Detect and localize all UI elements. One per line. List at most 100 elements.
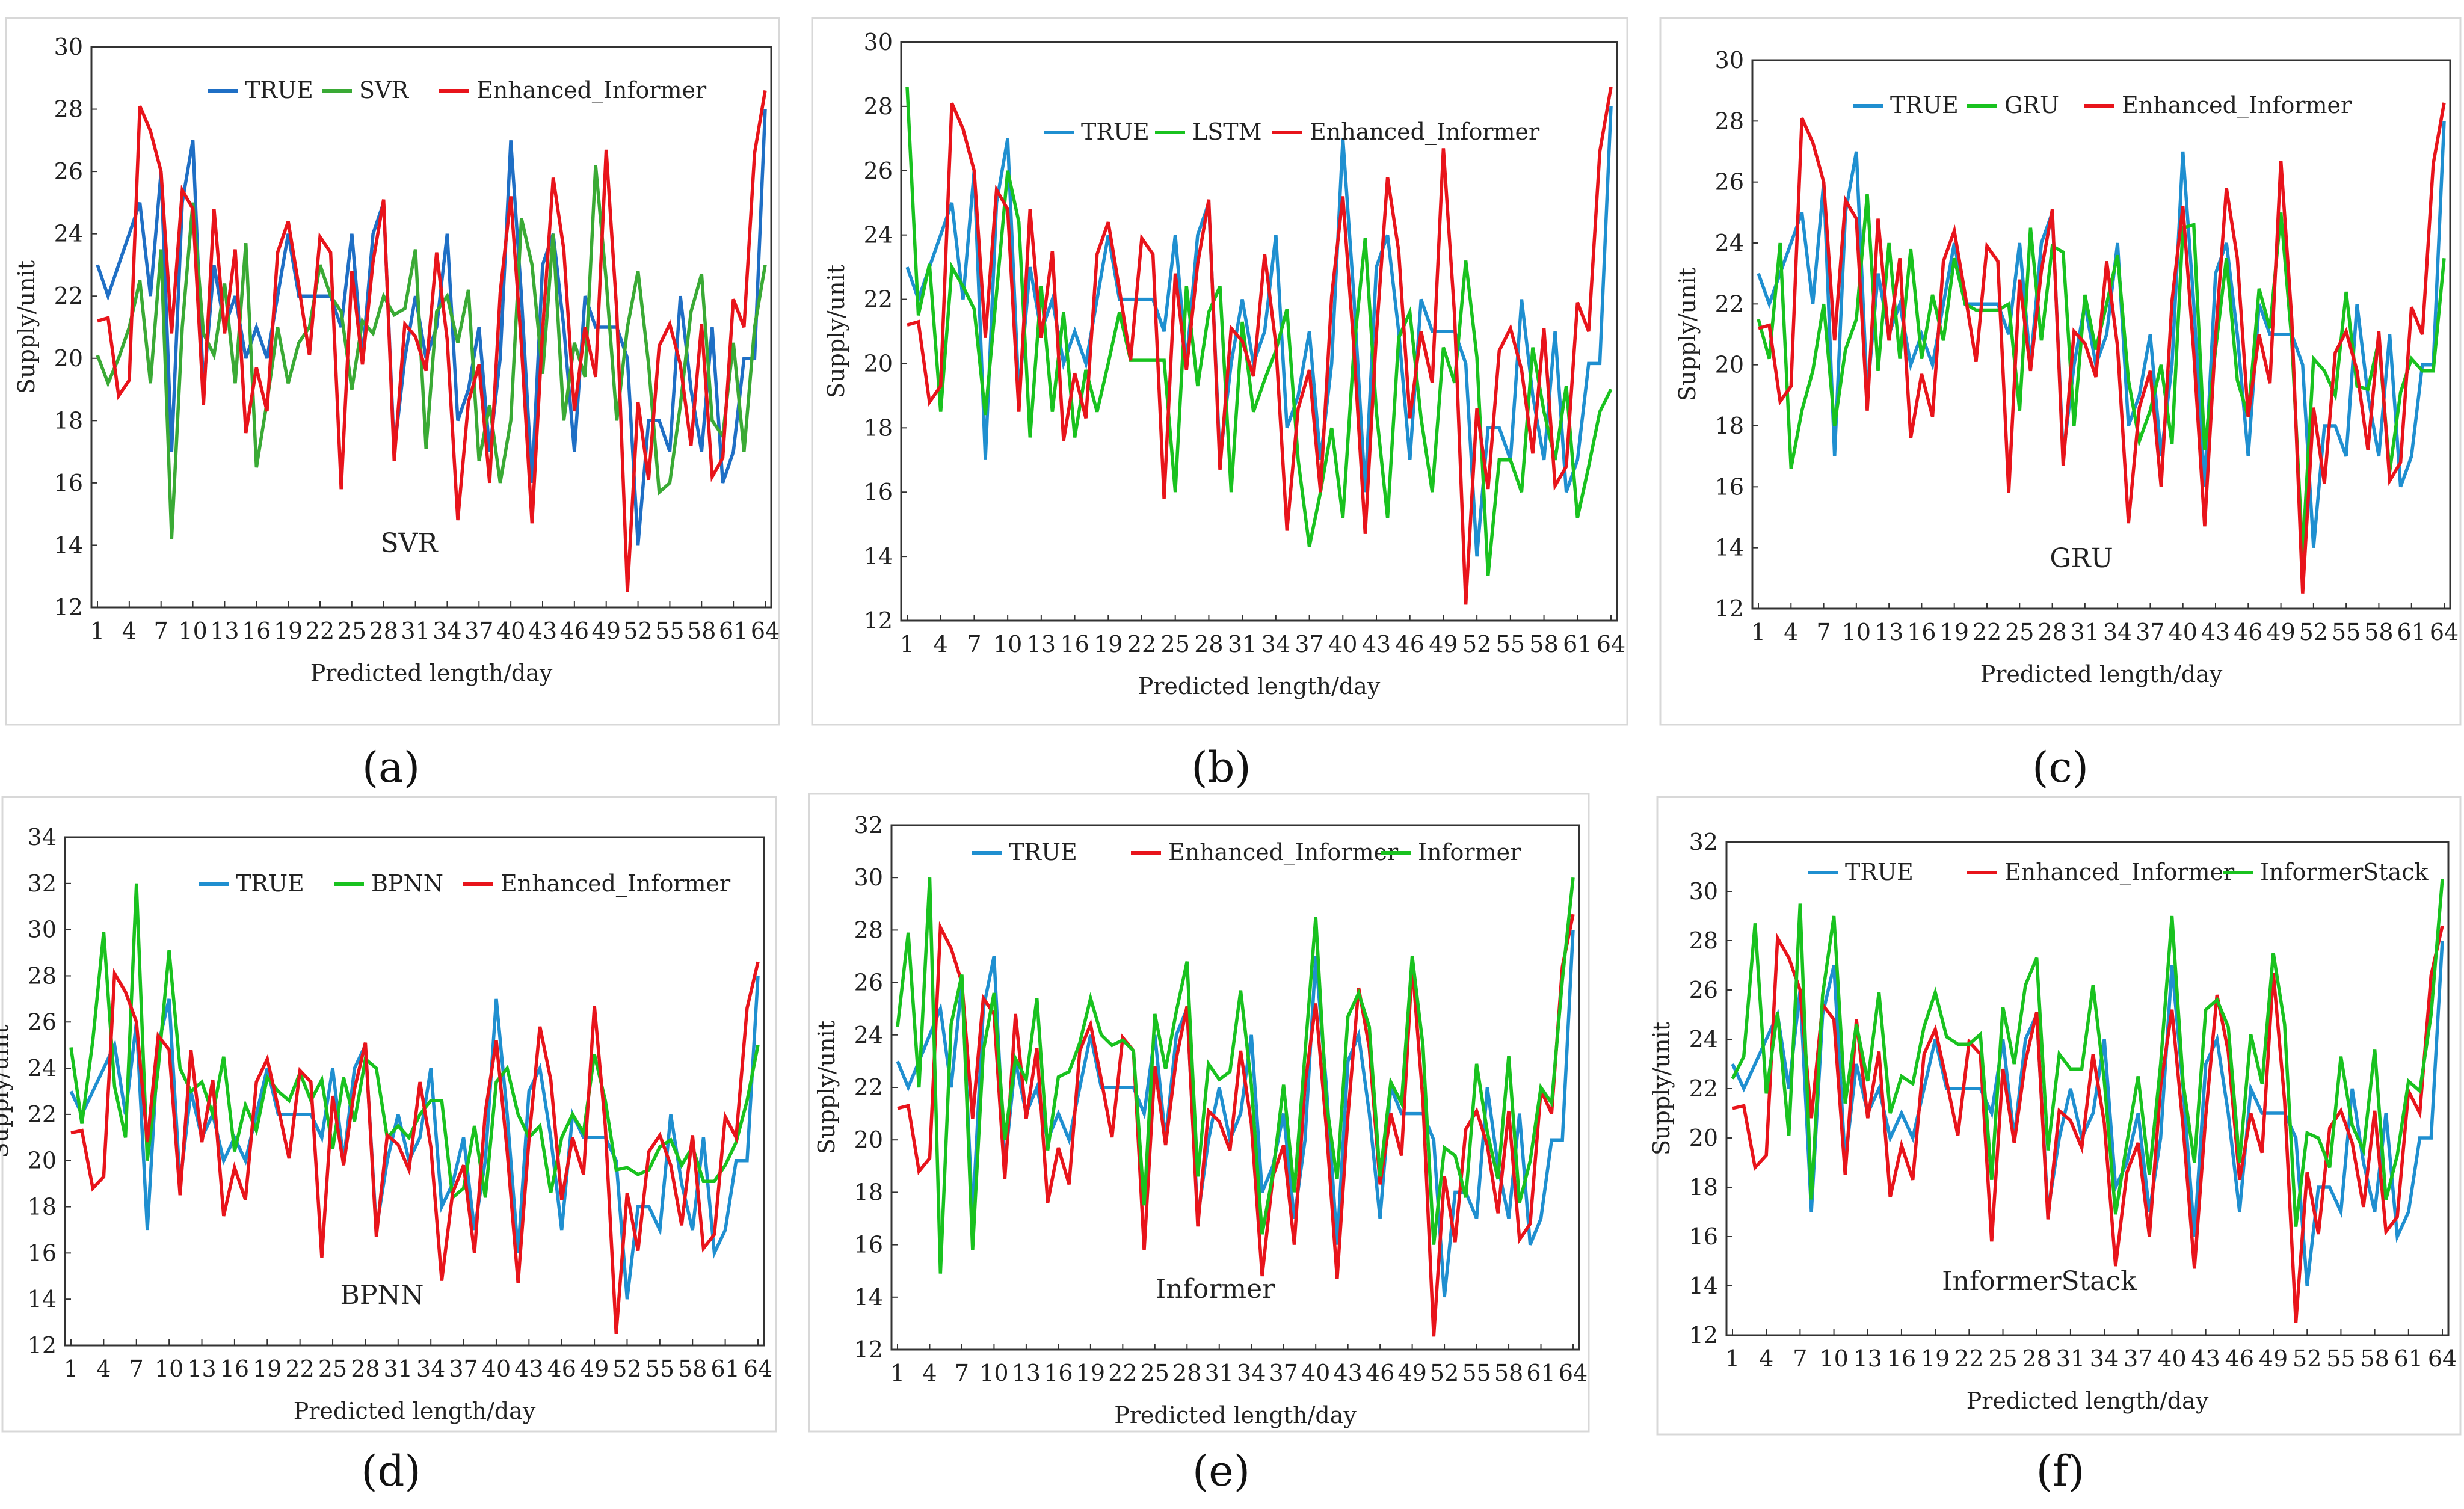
x-axis-label: Predicted length/day — [1138, 673, 1381, 699]
x-tick-label: 28 — [2037, 619, 2066, 645]
chart-annotation: BPNN — [340, 1280, 424, 1311]
x-tick-label: 52 — [612, 1356, 641, 1382]
legend-label: SVR — [359, 77, 409, 103]
x-tick-label: 43 — [1333, 1360, 1362, 1386]
legend-label: Enhanced_Informer — [476, 77, 707, 104]
panel-frame-c — [1659, 17, 2462, 726]
x-tick-label: 37 — [2136, 619, 2164, 645]
x-tick-label: 13 — [1874, 619, 1903, 645]
x-tick-label: 25 — [1141, 1360, 1169, 1386]
panel-label-d: (d) — [361, 1446, 420, 1496]
x-tick-label: 7 — [955, 1360, 969, 1386]
y-tick-label: 16 — [28, 1240, 57, 1266]
x-tick-label: 46 — [2225, 1345, 2254, 1372]
y-tick-label: 18 — [28, 1194, 57, 1220]
x-tick-label: 4 — [96, 1356, 111, 1382]
x-tick-label: 37 — [449, 1356, 478, 1382]
x-tick-label: 1 — [900, 631, 914, 657]
y-tick-label: 24 — [1715, 230, 1744, 256]
x-tick-label: 22 — [285, 1356, 314, 1382]
panel-frame-a — [5, 17, 780, 726]
y-tick-label: 16 — [1715, 473, 1744, 500]
x-tick-label: 1 — [890, 1360, 905, 1386]
x-tick-label: 34 — [1237, 1360, 1266, 1386]
x-tick-label: 43 — [1362, 631, 1391, 657]
legend-label: Informer — [1418, 839, 1521, 865]
x-tick-label: 55 — [645, 1356, 674, 1382]
x-tick-label: 52 — [2299, 619, 2328, 645]
y-tick-label: 22 — [28, 1101, 57, 1128]
x-tick-label: 1 — [1751, 619, 1766, 645]
x-axis-label: Predicted length/day — [294, 1398, 536, 1424]
x-tick-label: 64 — [744, 1356, 772, 1382]
series-line-gru — [1757, 194, 2446, 554]
y-tick-label: 22 — [1715, 290, 1744, 317]
x-tick-label: 19 — [274, 618, 303, 644]
x-tick-label: 25 — [318, 1356, 347, 1382]
y-tick-label: 26 — [854, 970, 883, 996]
y-tick-label: 34 — [28, 824, 57, 850]
y-tick-label: 20 — [854, 1126, 883, 1153]
x-tick-label: 58 — [2360, 1345, 2389, 1372]
legend-label: InformerStack — [2260, 859, 2429, 885]
y-axis-label: Supply/unit — [1648, 1022, 1675, 1155]
series-line-enhanced-informer — [70, 961, 760, 1335]
panel-frame-f — [1656, 796, 2462, 1436]
y-tick-label: 30 — [28, 917, 57, 943]
x-tick-label: 43 — [528, 618, 557, 644]
y-tick-label: 12 — [854, 1336, 883, 1363]
chart-annotation: SVR — [380, 528, 439, 559]
y-tick-label: 14 — [854, 1284, 883, 1311]
y-tick-label: 22 — [1689, 1075, 1718, 1102]
y-tick-label: 24 — [1689, 1026, 1718, 1053]
x-tick-label: 64 — [2430, 619, 2459, 645]
y-tick-label: 30 — [1715, 47, 1744, 73]
y-tick-label: 30 — [864, 29, 893, 55]
x-tick-label: 31 — [2056, 1345, 2085, 1372]
x-tick-label: 19 — [253, 1356, 282, 1382]
y-axis-label: Supply/unit — [823, 265, 849, 398]
y-tick-label: 18 — [1715, 413, 1744, 439]
x-tick-label: 46 — [560, 618, 589, 644]
legend-label: Enhanced_Informer — [1310, 118, 1540, 146]
x-tick-label: 16 — [1887, 1345, 1916, 1372]
series-line-enhanced-informer — [1758, 102, 2446, 594]
x-tick-label: 22 — [1973, 619, 2001, 645]
x-tick-label: 7 — [154, 618, 168, 644]
y-tick-label: 30 — [1689, 878, 1718, 905]
y-tick-label: 32 — [854, 812, 883, 838]
legend-label: TRUE — [1081, 118, 1150, 145]
x-tick-label: 37 — [2124, 1345, 2152, 1372]
y-tick-label: 26 — [1689, 977, 1718, 1003]
y-tick-label: 16 — [1689, 1223, 1718, 1250]
x-tick-label: 49 — [2259, 1345, 2288, 1372]
x-tick-label: 49 — [580, 1356, 609, 1382]
y-tick-label: 26 — [864, 158, 893, 184]
legend-label: TRUE — [245, 77, 313, 103]
x-tick-label: 49 — [1429, 631, 1458, 657]
plot-area — [900, 41, 1618, 622]
x-tick-label: 22 — [1108, 1360, 1137, 1386]
x-tick-label: 19 — [1094, 631, 1123, 657]
y-tick-label: 28 — [54, 96, 83, 123]
y-tick-label: 14 — [1689, 1273, 1718, 1299]
x-tick-label: 4 — [1759, 1345, 1773, 1372]
x-tick-label: 25 — [337, 618, 366, 644]
x-tick-label: 43 — [2191, 1345, 2220, 1372]
x-tick-label: 10 — [1842, 619, 1871, 645]
x-tick-label: 61 — [710, 1356, 739, 1382]
legend-label: Enhanced_Informer — [1168, 839, 1399, 866]
x-tick-label: 52 — [1430, 1360, 1459, 1386]
series-line-informer — [896, 877, 1575, 1274]
x-tick-label: 31 — [1205, 1360, 1234, 1386]
x-tick-label: 61 — [719, 618, 748, 644]
y-tick-label: 14 — [864, 543, 893, 570]
y-tick-label: 26 — [1715, 169, 1744, 195]
x-tick-label: 7 — [1793, 1345, 1807, 1372]
chart-annotation: Informer — [1156, 1274, 1275, 1305]
x-tick-label: 25 — [1161, 631, 1190, 657]
